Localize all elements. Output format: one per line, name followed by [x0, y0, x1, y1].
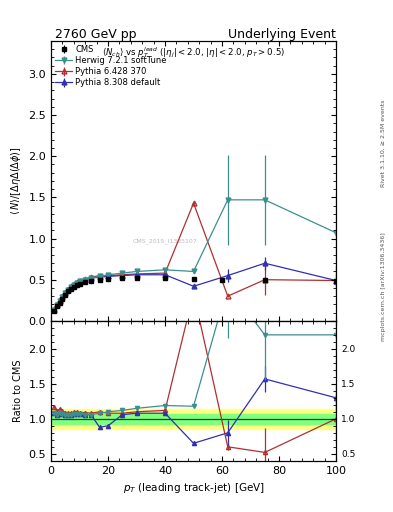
X-axis label: $p_T$ (leading track-jet) [GeV]: $p_T$ (leading track-jet) [GeV]: [123, 481, 264, 495]
Y-axis label: $\langle\,N\rangle/[\Delta\eta\Delta(\Delta\phi)]$: $\langle\,N\rangle/[\Delta\eta\Delta(\De…: [9, 146, 23, 216]
Text: Underlying Event: Underlying Event: [228, 28, 336, 40]
Bar: [51, 409, 336, 429]
Text: Rivet 3.1.10, ≥ 2.5M events: Rivet 3.1.10, ≥ 2.5M events: [381, 100, 386, 187]
Bar: [51, 414, 336, 424]
Text: 2760 GeV pp: 2760 GeV pp: [55, 28, 136, 40]
Legend: CMS, Herwig 7.2.1 softTune, Pythia 6.428 370, Pythia 8.308 default: CMS, Herwig 7.2.1 softTune, Pythia 6.428…: [53, 44, 169, 89]
Y-axis label: Ratio to CMS: Ratio to CMS: [13, 359, 23, 422]
Text: mcplots.cern.ch [arXiv:1306.3436]: mcplots.cern.ch [arXiv:1306.3436]: [381, 232, 386, 341]
Text: $\langle N_{ch}\rangle$ vs $p_T^{lead}$ ($|\eta_j|<2.0$, $|\eta|<2.0$, $p_T>0.5$: $\langle N_{ch}\rangle$ vs $p_T^{lead}$ …: [102, 45, 285, 60]
Text: CMS_2015_I1385107: CMS_2015_I1385107: [133, 239, 197, 244]
